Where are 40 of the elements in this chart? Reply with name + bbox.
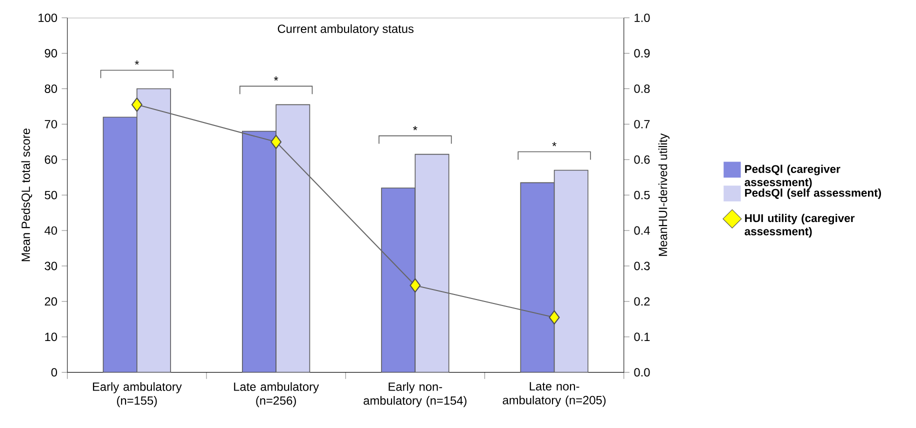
y-tick-label: 10 [45,332,58,342]
x-tick-label: Early ambulatory (n=155) [92,382,182,408]
y-tick-label: 80 [44,84,58,94]
y2-tick-label: 0.4 [634,226,650,235]
y-axis-title: Mean PedsQL total score [21,128,32,262]
y2-tick-label: 0.6 [634,156,650,164]
y2-tick-label: 0.3 [634,262,650,270]
point [270,134,282,150]
legend-label: PedsQl (self assessment) [745,188,881,200]
x-tick-label: Late non-ambulatory (n=205) [502,382,606,407]
y2-tick-label: 0.9 [634,49,650,58]
y2-tick-label: 0.7 [634,120,650,128]
text: Current ambulatory status [278,24,414,36]
point [410,278,421,293]
point [131,98,142,112]
legend-label: PedsQl (caregiver assessment) [744,164,840,189]
y-tick-label: 90 [44,49,58,58]
y-tick-label: 100 [38,14,58,22]
y-tick-label: 20 [44,297,58,306]
y-tick-label: 60 [44,156,58,164]
annotation: * [552,142,556,146]
y2-axis-title: MeanHUI-derived utility [658,133,670,256]
y-tick-label: 50 [44,190,58,200]
legend-label: HUI utility (caregiver assessment) [744,214,855,238]
y2-tick-label: 1.0 [634,14,650,22]
y-tick-label: 40 [44,226,58,235]
y2-tick-label: 0.1 [634,332,650,342]
point [548,310,560,325]
annotation: * [413,126,418,130]
y2-tick-label: 0.8 [634,84,650,94]
y-tick-label: 0 [51,368,58,377]
y2-tick-label: 0.5 [634,190,650,200]
y-tick-label: 30 [44,262,58,270]
x-tick-label: Early non-ambulatory (n=154) [364,382,466,408]
y2-tick-label: 0.0 [634,368,650,377]
y-tick-label: 70 [44,120,58,128]
annotation: * [134,60,140,65]
x-tick-label: Late ambulatory (n=256) [234,382,319,408]
y2-tick-label: 0.2 [634,297,650,306]
annotation: * [274,76,278,81]
